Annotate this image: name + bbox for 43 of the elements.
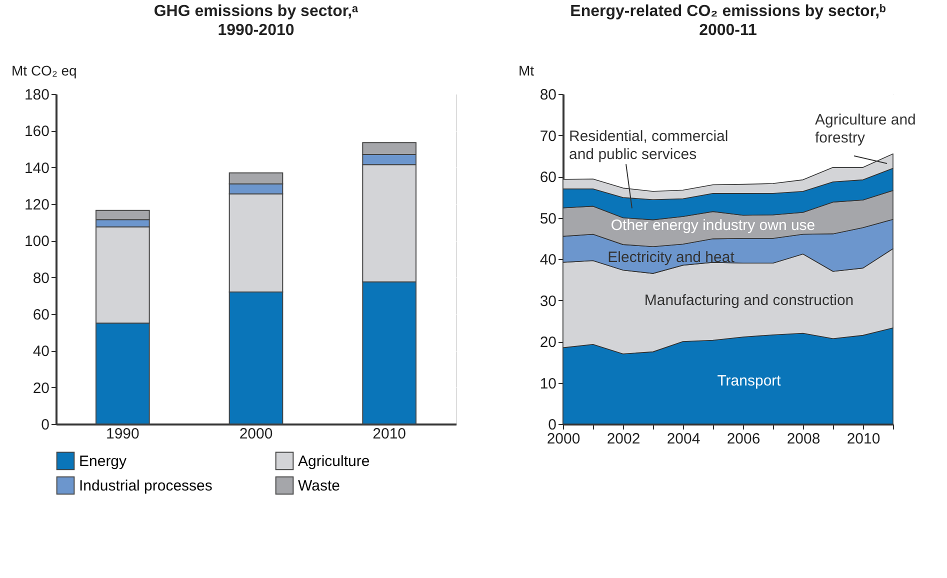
- series-label: Other energy industry own use: [610, 217, 816, 234]
- chart-title: Energy-related CO₂ emissions by sector,ᵇ: [570, 3, 886, 20]
- y-tick-label: 30: [540, 292, 556, 310]
- y-tick-label: 20: [32, 380, 50, 397]
- x-tick-label: 2010: [846, 430, 880, 448]
- y-axis-title: Mt: [518, 62, 534, 78]
- y-tick-label: 10: [540, 375, 556, 392]
- chart-subtitle: 2000-11: [699, 22, 758, 39]
- y-tick-label: 180: [24, 86, 50, 104]
- x-tick-label: 2006: [726, 430, 760, 448]
- series-label: Electricity and heat: [608, 248, 736, 266]
- legend-label: Energy: [79, 452, 128, 470]
- x-tick-label: 2004: [666, 430, 700, 448]
- x-tick-label: 2002: [606, 430, 640, 448]
- series-label: Manufacturing and construction: [644, 292, 854, 309]
- y-tick-label: 80: [540, 86, 556, 104]
- y-tick-label: 60: [32, 306, 50, 324]
- y-tick-label: 80: [32, 270, 50, 287]
- y-tick-label: 140: [24, 160, 50, 177]
- x-tick-label: 2000: [239, 426, 273, 442]
- legend-label: Industrial processes: [79, 478, 212, 494]
- x-tick-label: 2000: [546, 430, 580, 448]
- y-tick-label: 60: [540, 169, 556, 186]
- y-tick-label: 70: [540, 128, 556, 145]
- y-axis-title: Mt CO₂ eq: [12, 62, 77, 78]
- y-tick-label: 100: [24, 233, 50, 250]
- chart-subtitle: 1990-2010: [218, 22, 294, 39]
- legend-label: Agriculture: [298, 452, 370, 470]
- x-tick-label: 2008: [786, 430, 820, 448]
- series-label: Residential, commercial and public services: [569, 128, 728, 164]
- chart-title: GHG emissions by sector,ᵃ: [154, 3, 358, 20]
- legend-label: Waste: [298, 478, 340, 494]
- y-tick-label: 120: [24, 196, 50, 214]
- y-tick-label: 50: [540, 210, 556, 228]
- series-label: Agriculture and forestry: [815, 112, 916, 147]
- y-tick-label: 0: [548, 416, 556, 434]
- y-tick-label: 40: [32, 343, 50, 360]
- y-tick-label: 160: [24, 123, 50, 140]
- y-tick-label: 20: [540, 334, 556, 351]
- x-tick-label: 1990: [106, 426, 140, 442]
- x-tick-label: 2010: [372, 426, 406, 442]
- y-tick-label: 40: [540, 252, 556, 268]
- y-tick-label: 0: [41, 416, 50, 434]
